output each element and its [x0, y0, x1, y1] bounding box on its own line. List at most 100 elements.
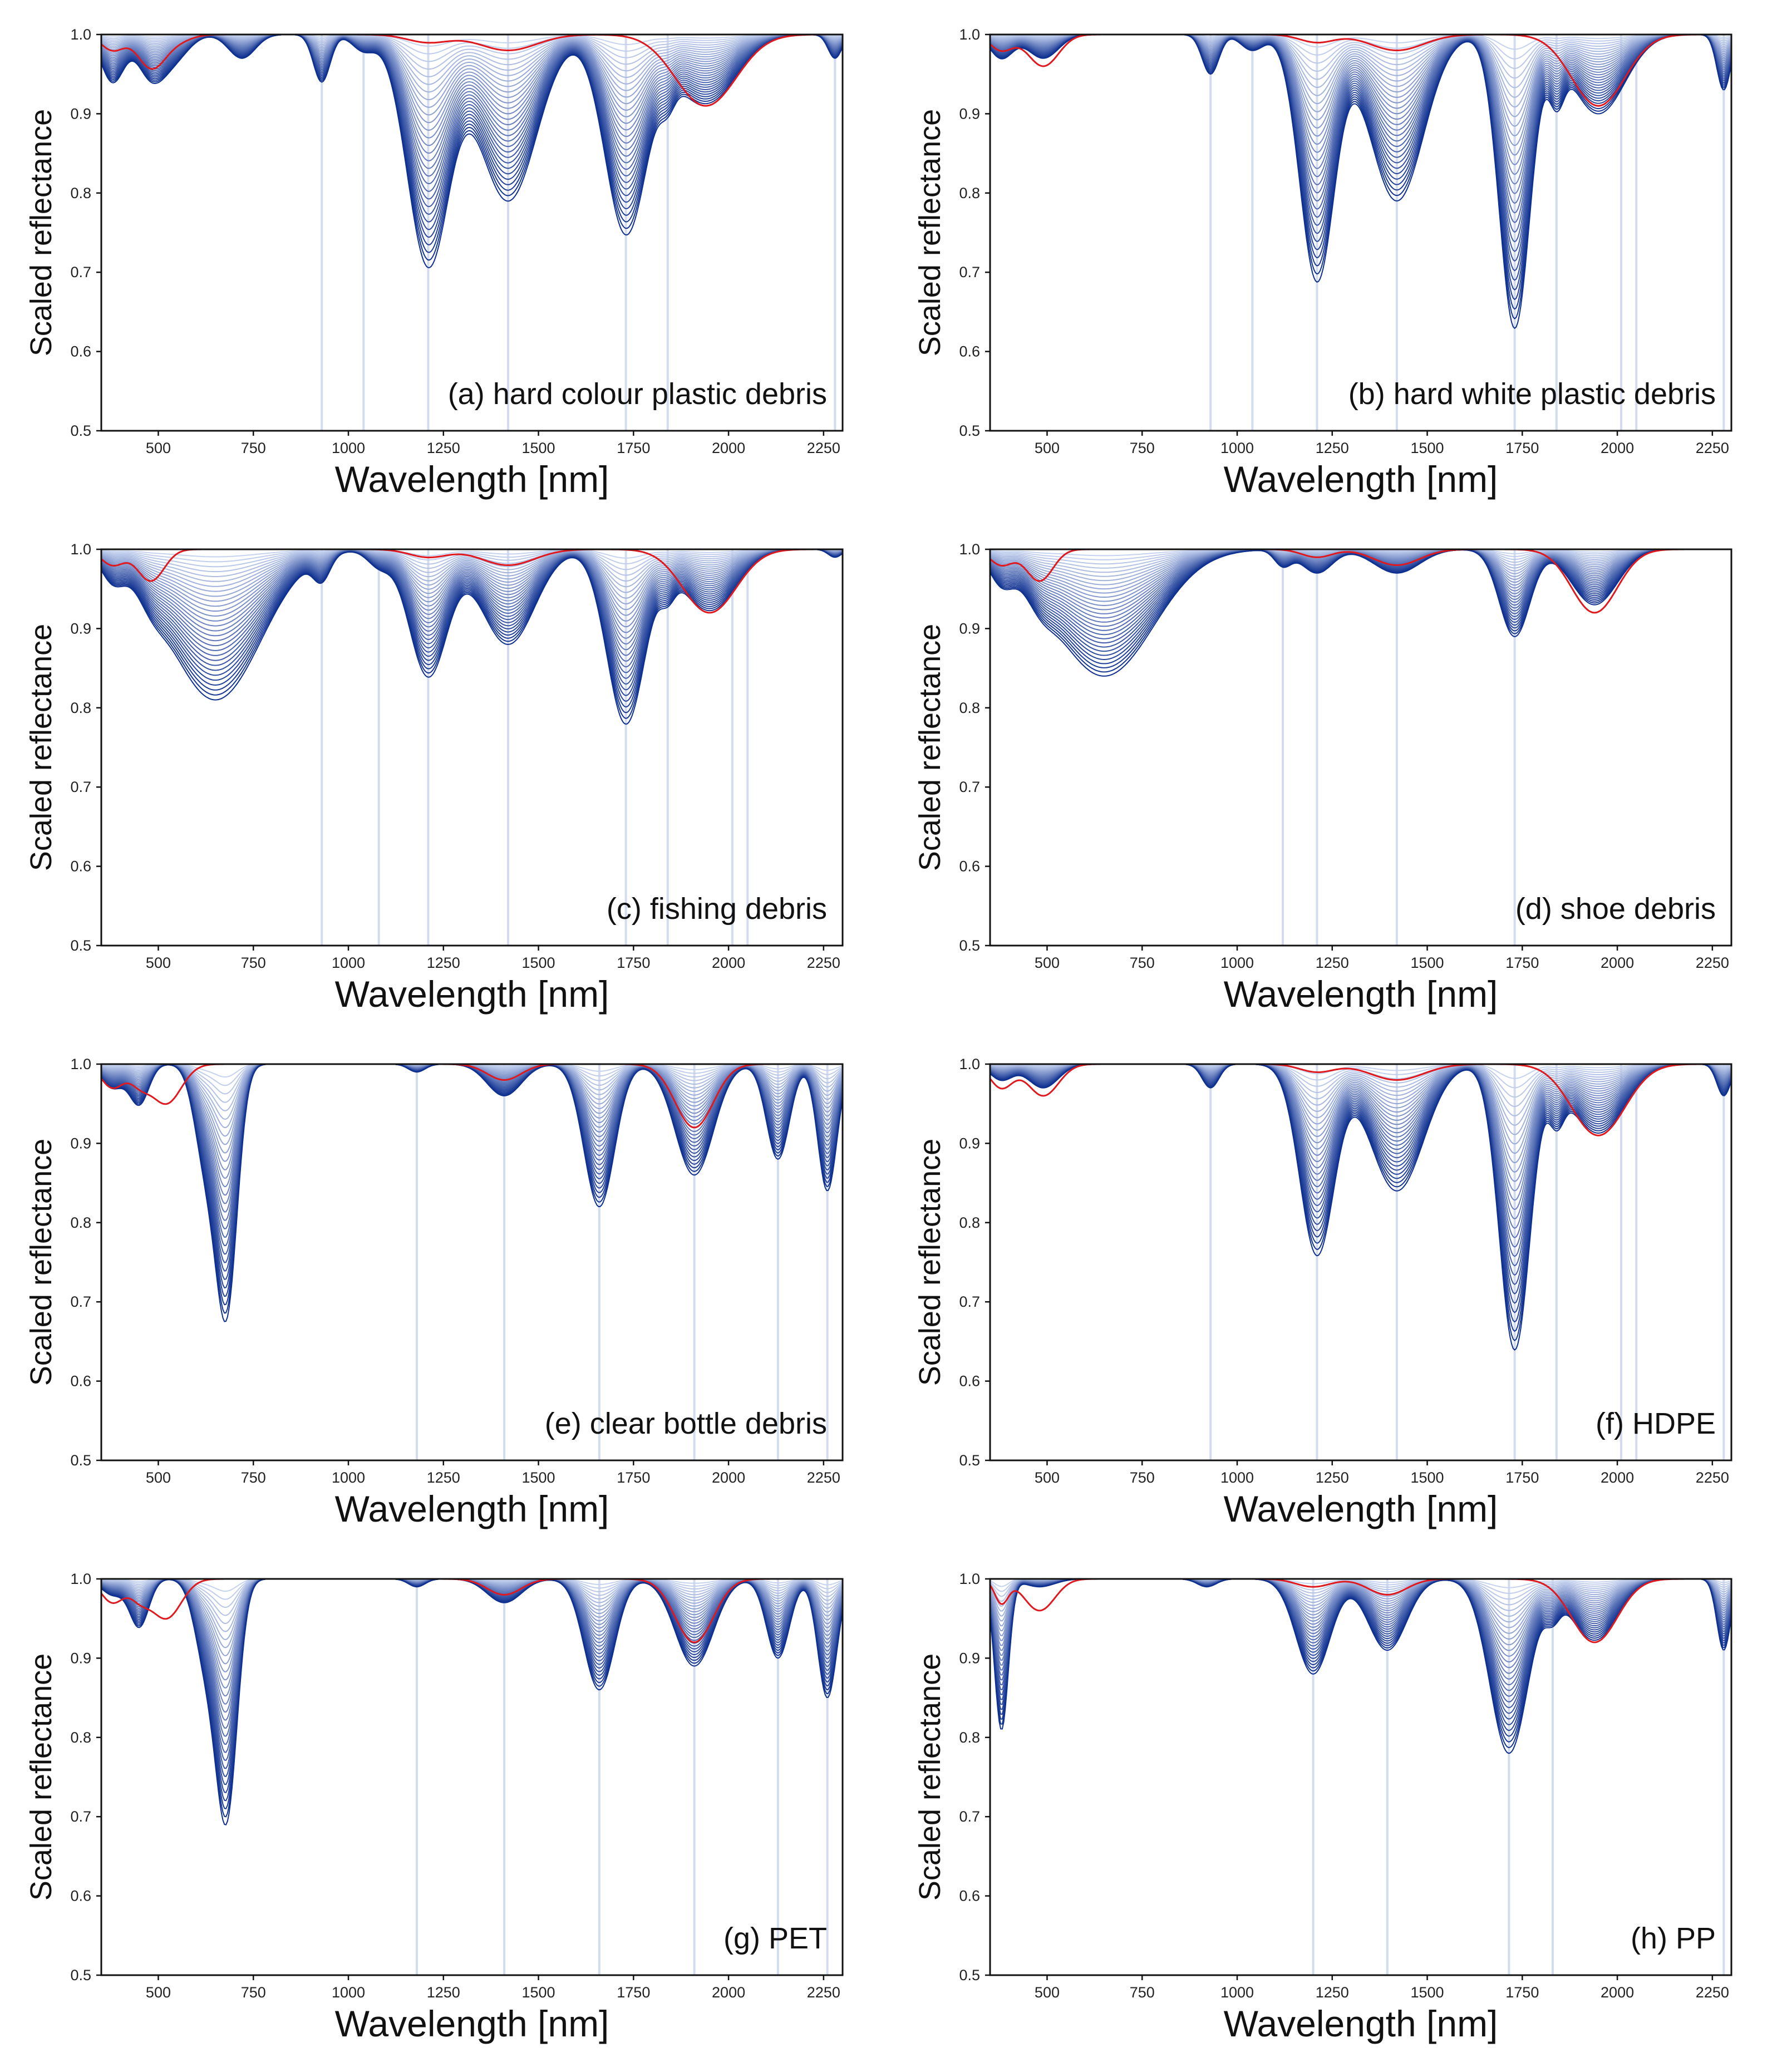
spectrum-line	[101, 549, 842, 588]
y-tick-label: 0.9	[70, 620, 91, 637]
x-tick-label: 2250	[807, 440, 840, 456]
panel-title: (a) hard colour plastic debris	[448, 377, 827, 411]
x-axis-label: Wavelength [nm]	[1224, 459, 1498, 500]
x-tick-label: 1500	[1410, 954, 1444, 971]
chart-svg-c: 500 750 1000 1250 1500 1750 2000 2250 0.5 0.6 0.7 0…	[24, 541, 844, 1015]
panel-title: (h) PP	[1631, 1922, 1716, 1955]
chart-panel-f: 500 750 1000 1250 1500 1750 2000 2250 0.5 0.6 0.7 0…	[889, 1030, 1776, 1542]
x-tick-label: 750	[241, 1469, 266, 1486]
spectra-group	[101, 1578, 843, 1825]
y-axis-label: Scaled reflectance	[913, 109, 947, 356]
chart-panel-g: 500 750 1000 1250 1500 1750 2000 2250 0.5 0.6 0.7 0…	[0, 1544, 888, 2056]
spectrum-line	[101, 549, 843, 679]
x-tick-label: 1750	[617, 1984, 650, 2001]
x-axis-label: Wavelength [nm]	[335, 2003, 609, 2044]
spectrum-line	[990, 1064, 1731, 1201]
x-axis-label: Wavelength [nm]	[1224, 1488, 1498, 1529]
y-tick-label: 0.5	[959, 422, 980, 439]
y-tick-label: 0.5	[70, 937, 91, 954]
spectrum-line	[101, 549, 843, 685]
x-tick-label: 1250	[427, 1469, 460, 1486]
y-tick-label: 0.5	[959, 937, 980, 954]
y-tick-label: 0.9	[959, 620, 980, 637]
x-tick-label: 1250	[427, 440, 460, 456]
x-tick-label: 750	[1130, 1469, 1155, 1486]
plot-frame	[989, 1578, 1732, 1976]
chart-svg-g: 500 750 1000 1250 1500 1750 2000 2250 0.5 0.6 0.7 0…	[24, 1571, 844, 2044]
spectrum-line	[101, 549, 842, 559]
y-axis-label: Scaled reflectance	[24, 1653, 58, 1901]
x-tick-label: 750	[241, 1984, 266, 2001]
spectrum-line	[990, 34, 1731, 262]
plot-frame	[100, 33, 844, 432]
spectrum-line	[101, 1578, 843, 1825]
x-axis-label: Wavelength [nm]	[335, 459, 609, 500]
x-tick-label: 1750	[1505, 1984, 1539, 2001]
panel-title: (d) shoe debris	[1515, 892, 1716, 926]
x-tick-label: 2000	[712, 1469, 745, 1486]
y-tick-label: 0.5	[959, 1967, 980, 1984]
y-tick-label: 0.5	[959, 1452, 980, 1469]
x-tick-label: 2000	[1601, 954, 1634, 971]
y-tick-label: 0.5	[70, 1452, 91, 1469]
spectrum-line	[101, 549, 843, 713]
x-tick-label: 500	[1035, 440, 1060, 456]
y-tick-label: 1.0	[959, 541, 980, 558]
y-tick-label: 0.8	[959, 1729, 980, 1746]
y-tick-label: 1.0	[70, 1571, 91, 1587]
y-tick-label: 0.7	[70, 264, 91, 280]
x-axis-label: Wavelength [nm]	[335, 973, 609, 1015]
x-tick-label: 2250	[807, 1984, 840, 2001]
y-tick-label: 0.8	[70, 1729, 91, 1746]
x-tick-label: 1000	[332, 954, 365, 971]
chart-svg-h: 500 750 1000 1250 1500 1750 2000 2250 0.5 0.6 0.7 0…	[913, 1571, 1732, 2044]
y-tick-label: 1.0	[959, 1571, 980, 1587]
spectrum-line	[101, 549, 843, 708]
chart-svg-a: 500 750 1000 1250 1500 1750 2000 2250 0.5 0.6 0.7 0…	[24, 26, 844, 500]
x-axis-label: Wavelength [nm]	[335, 1488, 609, 1529]
x-tick-label: 2000	[1601, 1469, 1634, 1486]
spectrum-line	[101, 549, 842, 651]
y-tick-label: 1.0	[959, 26, 980, 43]
y-tick-label: 0.9	[70, 105, 91, 122]
y-tick-label: 0.8	[70, 700, 91, 716]
x-tick-label: 2000	[1601, 1984, 1634, 2001]
spectra-group	[990, 1578, 1731, 1754]
spectrum-line	[990, 549, 1731, 677]
y-tick-label: 0.9	[959, 1650, 980, 1666]
y-tick-label: 0.7	[70, 779, 91, 795]
spectrum-line	[101, 549, 842, 633]
y-tick-label: 0.9	[70, 1135, 91, 1151]
plot-frame	[100, 548, 844, 947]
spectrum-line	[101, 549, 843, 696]
y-tick-label: 0.9	[959, 1135, 980, 1151]
spectrum-line	[101, 549, 842, 628]
x-tick-label: 1750	[1505, 954, 1539, 971]
x-tick-label: 1250	[1316, 1469, 1349, 1486]
spectrum-line	[101, 549, 842, 593]
spectrum-line	[101, 1064, 843, 1322]
x-axis-label: Wavelength [nm]	[1224, 2003, 1498, 2044]
x-tick-label: 1250	[427, 954, 460, 971]
y-tick-label: 0.9	[959, 105, 980, 122]
y-axis-label: Scaled reflectance	[913, 1139, 947, 1386]
chart-panel-b: 500 750 1000 1250 1500 1750 2000 2250 0.5 0.6 0.7 0…	[889, 0, 1776, 512]
y-axis-label: Scaled reflectance	[913, 1653, 947, 1901]
y-tick-label: 0.6	[959, 858, 980, 875]
plot-frame	[989, 548, 1732, 947]
x-tick-label: 1500	[1410, 440, 1444, 456]
x-tick-label: 1500	[521, 1469, 555, 1486]
x-tick-label: 1500	[521, 440, 555, 456]
x-tick-label: 1750	[617, 1469, 650, 1486]
x-tick-label: 1500	[521, 954, 555, 971]
x-tick-label: 1750	[1505, 440, 1539, 456]
chart-svg-e: 500 750 1000 1250 1500 1750 2000 2250 0.5 0.6 0.7 0…	[24, 1056, 844, 1529]
chart-panel-e: 500 750 1000 1250 1500 1750 2000 2250 0.5 0.6 0.7 0…	[0, 1030, 888, 1542]
y-tick-label: 0.7	[959, 1808, 980, 1825]
y-tick-label: 0.5	[70, 422, 91, 439]
spectra-group	[101, 1063, 843, 1322]
x-tick-label: 2000	[1601, 440, 1634, 456]
y-tick-label: 0.6	[70, 1373, 91, 1390]
panel-title: (e) clear bottle debris	[545, 1407, 827, 1440]
y-tick-label: 0.8	[959, 1214, 980, 1231]
